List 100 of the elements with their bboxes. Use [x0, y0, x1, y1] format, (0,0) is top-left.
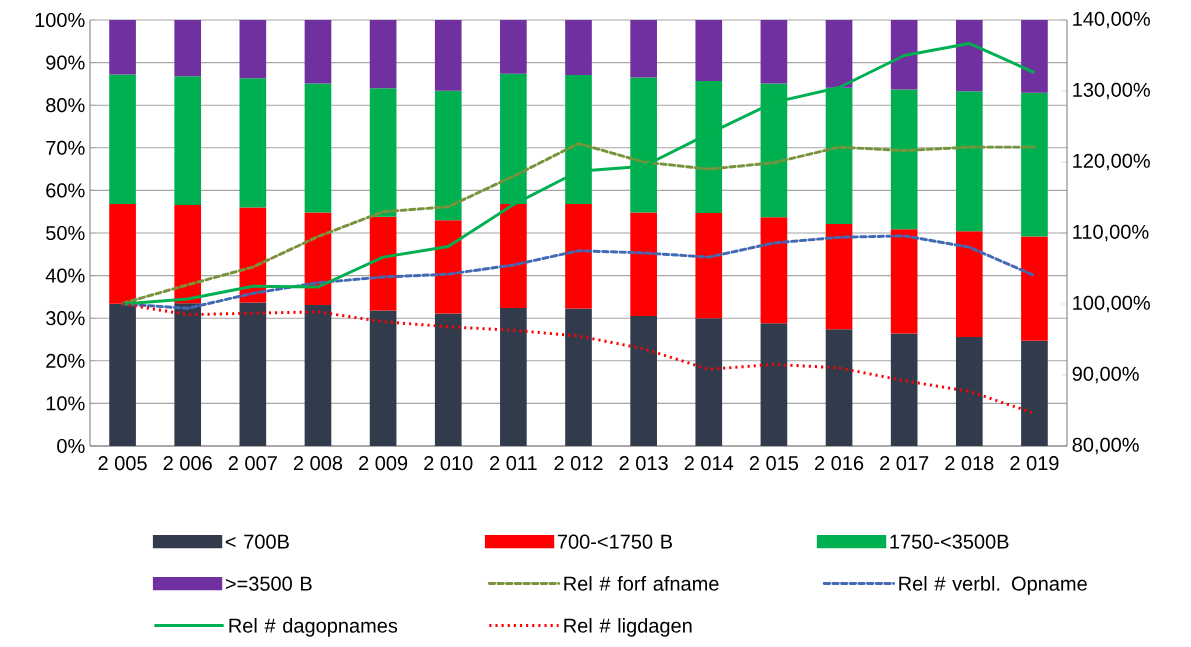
- bar: [955, 336, 983, 446]
- y-tick-label: 60%: [46, 183, 85, 198]
- line-series: [121, 234, 1036, 310]
- legend-label: < 700B: [225, 534, 289, 549]
- x-tick-label: 2 010: [424, 456, 473, 471]
- line-series: [121, 142, 1036, 305]
- bar: [565, 204, 592, 309]
- bar: [109, 204, 136, 304]
- x-tick-label: 2 018: [945, 456, 994, 471]
- bar: [695, 318, 723, 446]
- x-tick-label: 2 008: [293, 456, 343, 471]
- y-tick-label: 90%: [46, 55, 85, 70]
- bar: [304, 304, 332, 446]
- bar: [174, 20, 202, 77]
- y2-tick-label: 90,00%: [1072, 366, 1139, 384]
- bar: [500, 204, 527, 308]
- x-tick-label: 2 017: [880, 456, 929, 471]
- y-tick-label: 0%: [57, 438, 85, 454]
- y2-tick-label: 130,00%: [1073, 82, 1150, 100]
- y-tick-label: 100%: [35, 12, 85, 28]
- bar: [239, 78, 267, 208]
- x-tick-label: 2 014: [684, 456, 734, 471]
- line-series: [121, 41, 1036, 306]
- bar: [174, 303, 202, 446]
- y2-tick-label: 140,00%: [1073, 11, 1150, 29]
- x-tick-label: 2 015: [749, 456, 799, 471]
- bar: [434, 90, 462, 221]
- x-tick-label: 2 013: [619, 456, 668, 471]
- bar: [500, 307, 527, 446]
- bar: [955, 91, 983, 232]
- bar: [890, 20, 918, 90]
- bar: [695, 20, 723, 81]
- bar: [239, 20, 267, 79]
- bar: [760, 323, 788, 446]
- legend-label: 1750-<3500B: [890, 534, 1009, 549]
- y-tick-label: 20%: [46, 353, 85, 368]
- bar: [760, 83, 788, 218]
- y-tick-label: 50%: [46, 225, 85, 241]
- bar: [825, 329, 853, 446]
- bar: [304, 20, 332, 84]
- bar: [760, 20, 788, 84]
- bar: [1021, 20, 1048, 93]
- legend-label: Rel # forf afname: [564, 576, 719, 591]
- y-tick-label: 30%: [46, 311, 85, 326]
- x-tick-label: 2 007: [228, 456, 277, 471]
- y-tick-label: 40%: [45, 268, 85, 283]
- bar: [369, 88, 397, 217]
- bar: [369, 216, 397, 311]
- x-tick-label: 2 009: [359, 456, 408, 471]
- y2-tick-label: 100,00%: [1073, 295, 1150, 313]
- bar: [434, 313, 462, 446]
- bar: [630, 20, 657, 78]
- bar: [630, 212, 657, 317]
- bar: [109, 20, 136, 75]
- bar: [565, 20, 592, 75]
- bar: [565, 74, 592, 205]
- bar: [109, 303, 136, 446]
- bar: [630, 316, 657, 446]
- bar: [369, 310, 397, 446]
- y-tick-label: 70%: [46, 140, 85, 155]
- bar: [1021, 340, 1048, 446]
- line-series: [121, 302, 1036, 415]
- bar: [174, 76, 202, 205]
- bar: [695, 212, 723, 319]
- x-tick-label: 2 006: [163, 456, 212, 471]
- x-tick-label: 2 019: [1010, 456, 1059, 471]
- bar: [1021, 236, 1048, 341]
- bar: [825, 20, 853, 88]
- bar: [890, 333, 918, 446]
- bar: [695, 80, 723, 213]
- bar: [239, 302, 267, 446]
- x-tick-label: 2 016: [815, 456, 864, 471]
- y2-tick-label: 80,00%: [1072, 437, 1139, 455]
- bar: [890, 229, 918, 334]
- bar: [369, 20, 397, 89]
- bar: [304, 83, 332, 213]
- bar: [630, 77, 657, 213]
- legend-label: Rel # verbl. Opname: [899, 576, 1087, 595]
- y2-tick-label: 110,00%: [1073, 224, 1149, 242]
- bar: [434, 220, 462, 314]
- y2-tick-label: 120,00%: [1073, 153, 1150, 171]
- x-tick-label: 2 011: [490, 456, 537, 471]
- legend-label: >=3500 B: [225, 576, 312, 591]
- y-tick-label: 10%: [46, 396, 85, 411]
- bar: [434, 20, 462, 91]
- bar: [825, 224, 853, 330]
- bar: [825, 87, 853, 225]
- bar: [955, 20, 983, 92]
- legend-label: 700-<1750 B: [557, 534, 672, 549]
- y-tick-label: 80%: [46, 98, 85, 113]
- bar: [500, 73, 527, 205]
- bar: [174, 204, 202, 304]
- bar: [1021, 92, 1048, 237]
- x-tick-label: 2 012: [554, 456, 603, 471]
- legend-label: Rel # dagopnames: [229, 618, 398, 637]
- bar: [955, 231, 983, 337]
- bar: [500, 20, 527, 74]
- bar: [109, 74, 136, 205]
- x-tick-label: 2 005: [98, 456, 147, 471]
- bar: [565, 308, 592, 446]
